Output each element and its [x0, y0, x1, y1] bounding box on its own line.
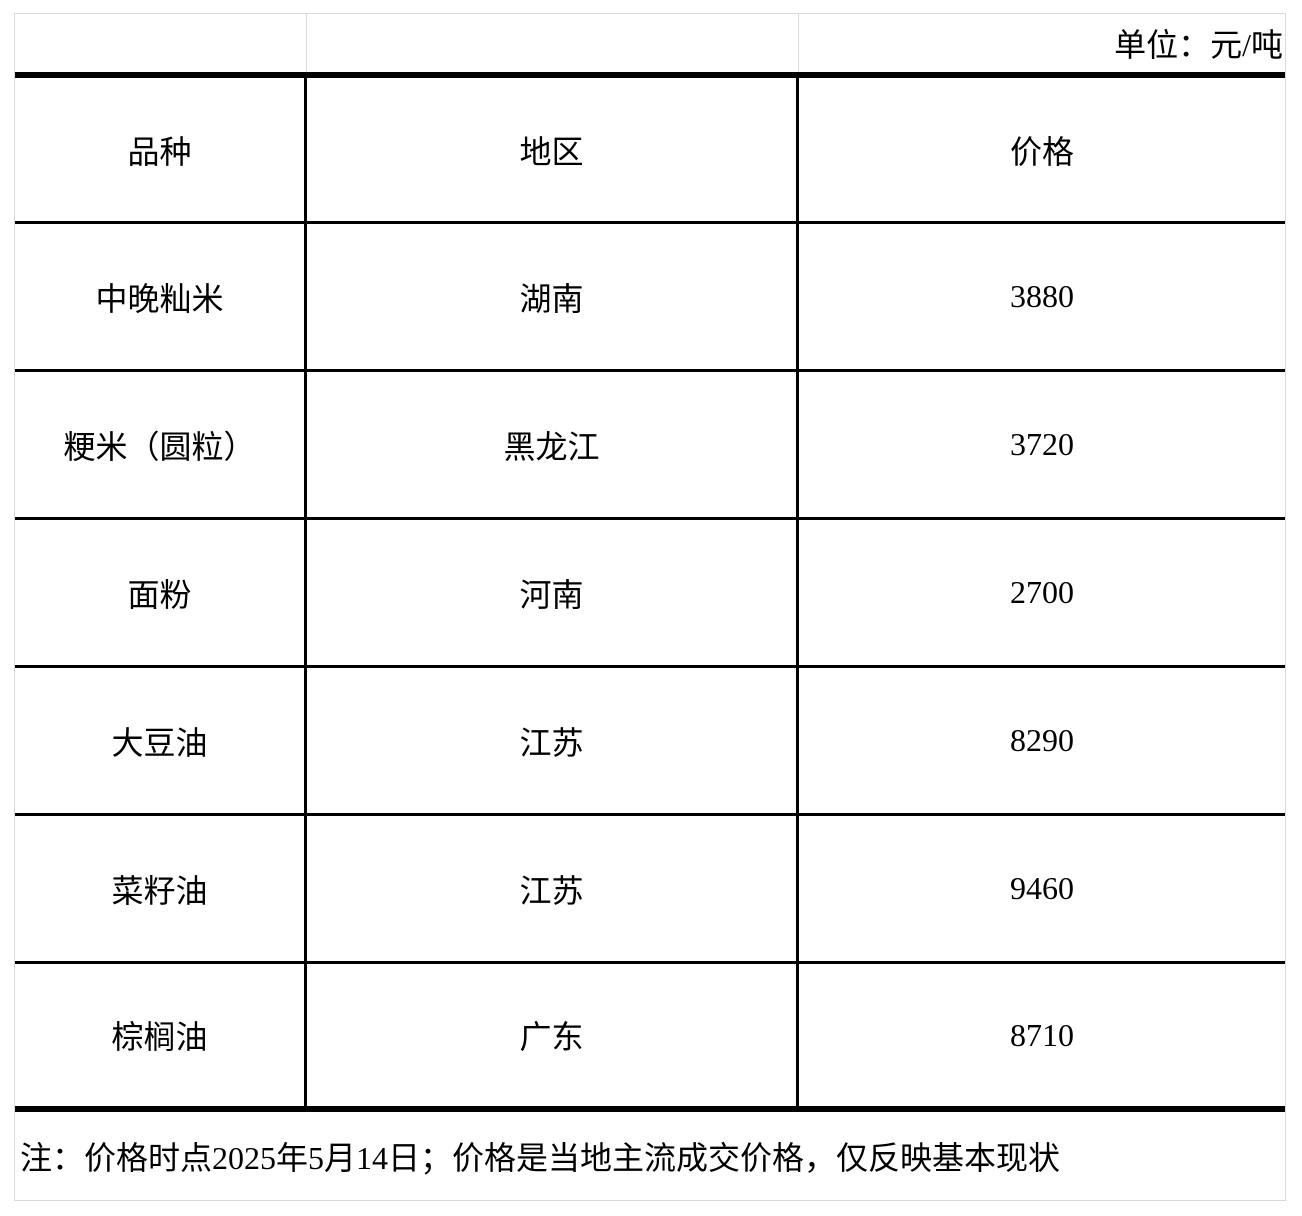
cell-region: 河南 [307, 520, 799, 668]
cell-region: 黑龙江 [307, 372, 799, 520]
cell-price: 2700 [799, 520, 1285, 668]
table-bottom-rule [15, 1106, 1285, 1112]
cell-variety: 中晚籼米 [15, 224, 307, 372]
table-grid: 品种 地区 价格 中晚籼米 湖南 3880 粳米（圆粒） 黑龙江 3720 面粉… [15, 78, 1285, 1106]
note-text: 注：价格时点2025年5月14日；价格是当地主流成交价格，仅反映基本现状 [20, 1140, 1061, 1176]
cell-price: 8710 [799, 964, 1285, 1106]
unit-label: 单位：元/吨 [1114, 27, 1283, 63]
cell-variety: 面粉 [15, 520, 307, 668]
cell-price: 3880 [799, 224, 1285, 372]
cell-variety: 粳米（圆粒） [15, 372, 307, 520]
cell-region: 江苏 [307, 668, 799, 816]
cell-price: 9460 [799, 816, 1285, 964]
cell-price: 3720 [799, 372, 1285, 520]
header-variety: 品种 [15, 78, 307, 224]
unit-row: 单位：元/吨 [15, 14, 1285, 72]
price-table: 单位：元/吨 品种 地区 价格 中晚籼米 湖南 3880 粳米（圆粒） 黑龙江 … [14, 13, 1286, 1201]
unit-row-spacer-1 [15, 14, 307, 72]
cell-variety: 大豆油 [15, 668, 307, 816]
cell-variety: 棕榈油 [15, 964, 307, 1106]
cell-variety: 菜籽油 [15, 816, 307, 964]
table-top-rule [15, 72, 1285, 78]
cell-region: 湖南 [307, 224, 799, 372]
header-region: 地区 [307, 78, 799, 224]
cell-region: 江苏 [307, 816, 799, 964]
header-price: 价格 [799, 78, 1285, 224]
unit-row-spacer-2 [307, 14, 799, 72]
cell-price: 8290 [799, 668, 1285, 816]
note-row: 注：价格时点2025年5月14日；价格是当地主流成交价格，仅反映基本现状 [15, 1112, 1285, 1200]
cell-region: 广东 [307, 964, 799, 1106]
